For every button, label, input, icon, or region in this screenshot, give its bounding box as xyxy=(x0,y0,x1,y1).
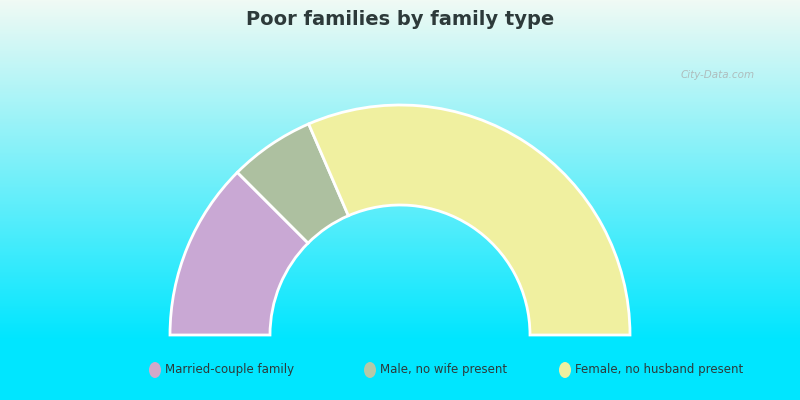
Text: Female, no husband present: Female, no husband present xyxy=(575,364,743,376)
Text: Married-couple family: Married-couple family xyxy=(165,364,294,376)
Text: Male, no wife present: Male, no wife present xyxy=(380,364,507,376)
Ellipse shape xyxy=(149,362,161,378)
Ellipse shape xyxy=(364,362,376,378)
Text: City-Data.com: City-Data.com xyxy=(681,70,755,80)
Wedge shape xyxy=(170,172,308,335)
Wedge shape xyxy=(309,105,630,335)
Wedge shape xyxy=(238,124,348,243)
Text: Poor families by family type: Poor families by family type xyxy=(246,10,554,29)
Ellipse shape xyxy=(559,362,571,378)
